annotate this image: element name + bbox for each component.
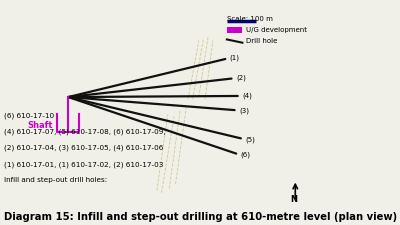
Text: (5): (5) [245, 136, 255, 143]
Text: (2) 610-17-04, (3) 610-17-05, (4) 610-17-06: (2) 610-17-04, (3) 610-17-05, (4) 610-17… [4, 145, 164, 151]
Text: Diagram 15: Infill and step-out drilling at 610-metre level (plan view): Diagram 15: Infill and step-out drilling… [4, 212, 398, 222]
Text: Scale: 100 m: Scale: 100 m [227, 16, 273, 22]
Text: Infill and step-out drill holes:: Infill and step-out drill holes: [4, 178, 108, 184]
Text: (3): (3) [239, 107, 249, 114]
Text: Drill hole: Drill hole [246, 38, 277, 44]
FancyBboxPatch shape [227, 27, 242, 33]
Text: N: N [290, 195, 297, 204]
Text: U/G development: U/G development [246, 27, 306, 33]
Text: (6) 610-17-10: (6) 610-17-10 [4, 112, 55, 119]
Text: Shaft: Shaft [27, 121, 53, 130]
Text: (4): (4) [242, 93, 252, 99]
Text: (6): (6) [240, 152, 250, 158]
Text: (1): (1) [230, 55, 240, 61]
Text: (2): (2) [236, 75, 246, 81]
Text: (4) 610-17-07, (5) 610-17-08, (6) 610-17-09,: (4) 610-17-07, (5) 610-17-08, (6) 610-17… [4, 128, 166, 135]
Text: (1) 610-17-01, (1) 610-17-02, (2) 610-17-03: (1) 610-17-01, (1) 610-17-02, (2) 610-17… [4, 161, 164, 168]
